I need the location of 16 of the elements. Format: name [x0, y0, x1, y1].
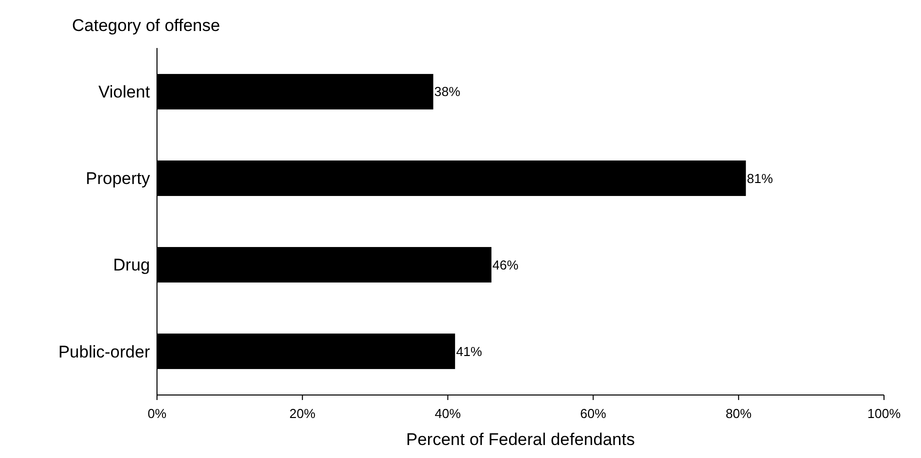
x-tick-label: 20%	[289, 406, 316, 421]
y-tick-label: Property	[86, 169, 150, 188]
x-tick-label: 80%	[726, 406, 752, 421]
y-tick-label: Public-order	[58, 342, 150, 362]
data-label: 81%	[746, 170, 774, 186]
data-label: 38%	[434, 84, 461, 100]
y-axis-title: Category of offense	[72, 16, 220, 35]
x-tick-label: 60%	[580, 406, 607, 421]
y-tick-label: Violent	[98, 82, 150, 102]
data-label: 41%	[456, 344, 483, 359]
x-tick-label: 0%	[148, 406, 167, 421]
y-tick-label: Drug	[113, 256, 150, 275]
x-tick-label: 100%	[867, 406, 902, 421]
x-tick-label: 40%	[434, 406, 462, 421]
x-axis-title: Percent of Federal defendants	[406, 430, 635, 449]
data-label: 46%	[492, 257, 519, 272]
